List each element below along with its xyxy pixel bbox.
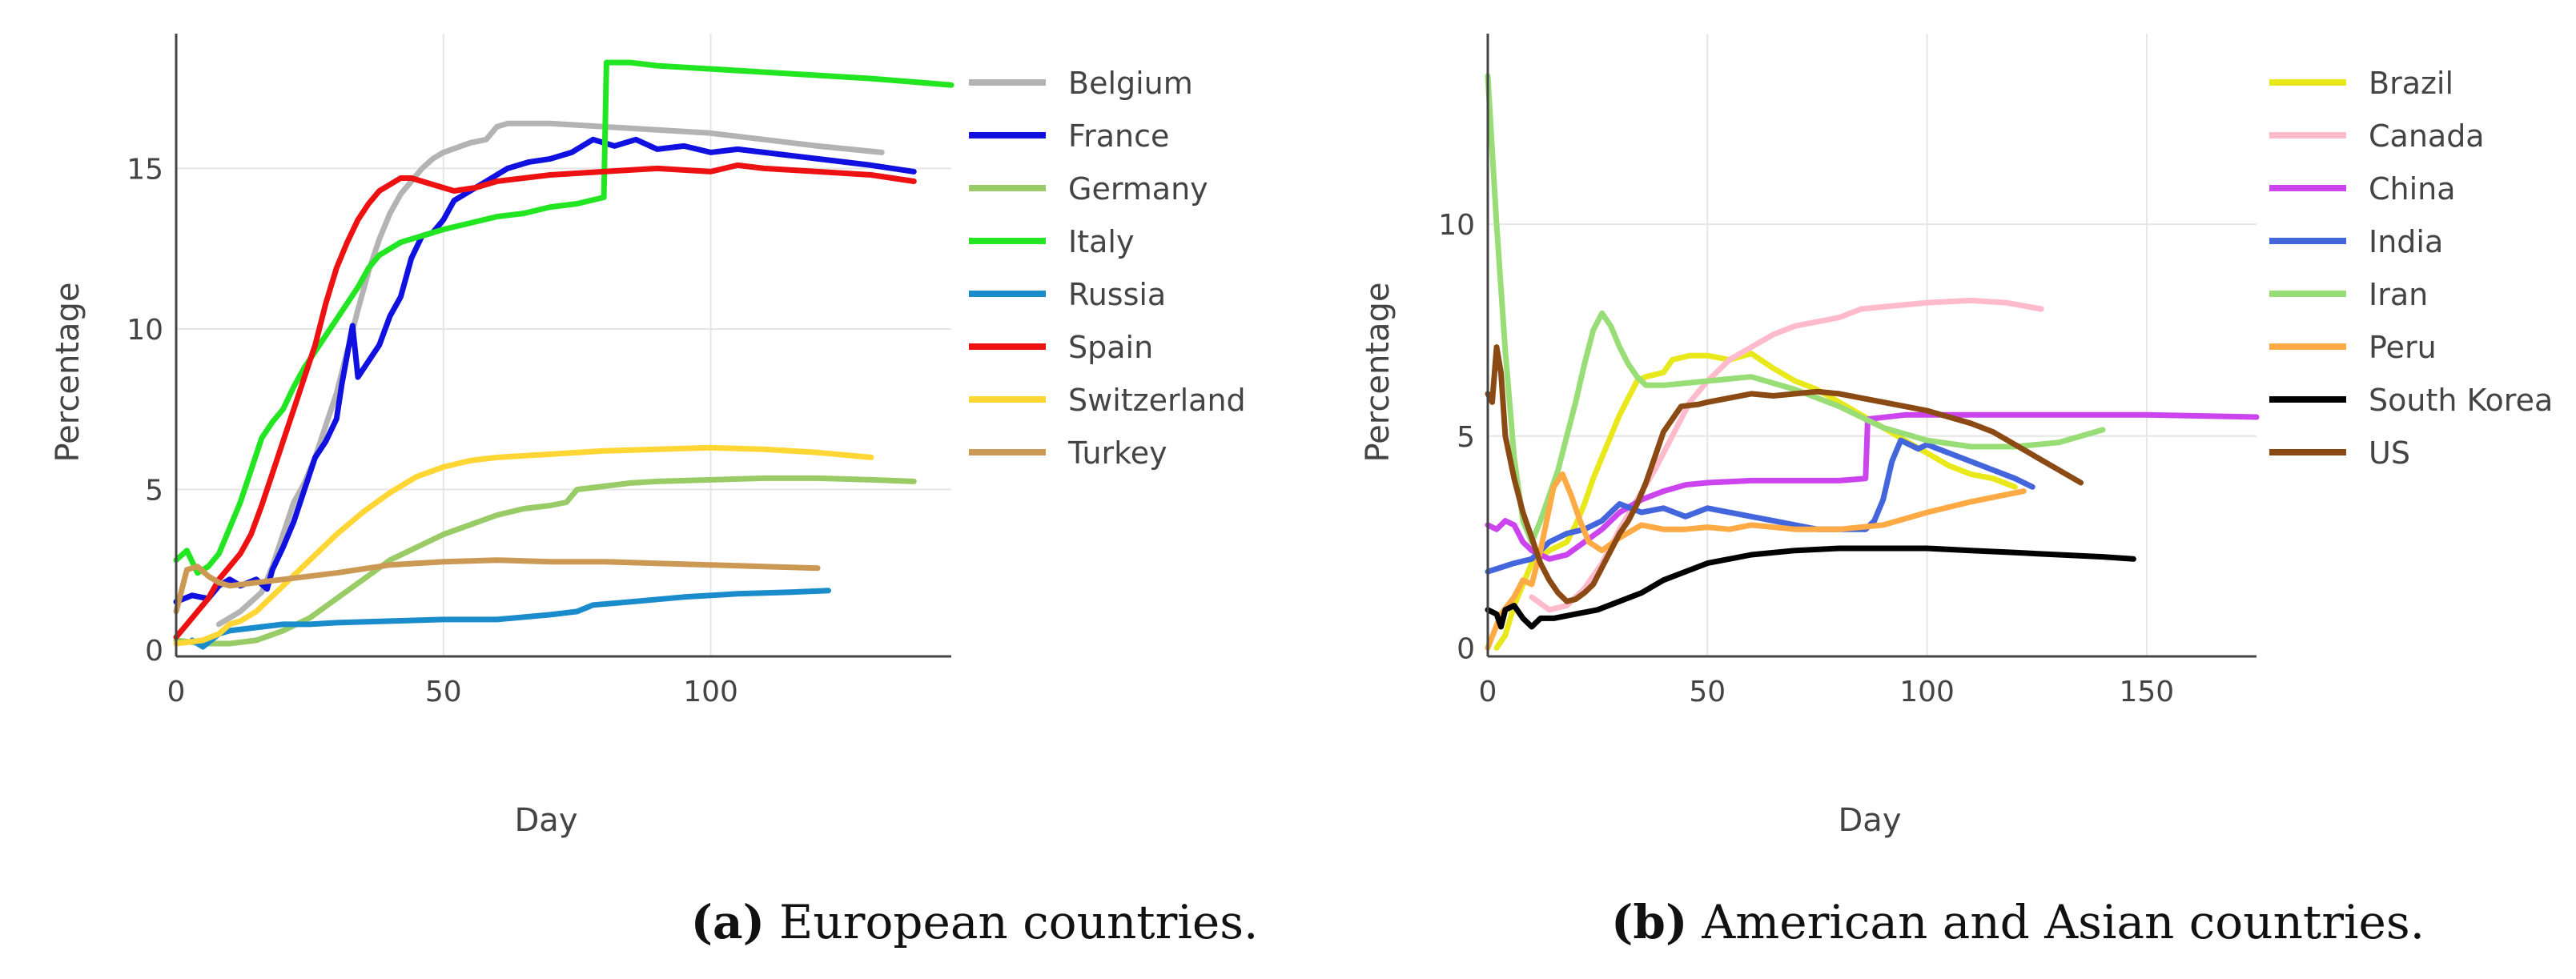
panel-b-caption-text: American and Asian countries. <box>1701 895 2425 949</box>
panel-b-y-axis-title: Percentage <box>1360 282 1397 462</box>
panel-b-x-tick-label: 150 <box>2119 676 2174 708</box>
panel-a-x-axis-title: Day <box>515 802 578 839</box>
panel-b-caption-letter: (b) <box>1611 895 1687 949</box>
panel-b-legend-label-india: India <box>2369 224 2443 259</box>
panel-a-legend-label-france: France <box>1068 118 1169 154</box>
panel-b-legend: Brazil Canada China India Iran Peru South Kore… <box>2269 66 2553 471</box>
panel-b: 0 50 100 150 0 5 10 Brazil Canada China India Iran… <box>1360 34 2553 949</box>
panel-a-legend-label-italy: Italy <box>1068 224 1134 259</box>
panel-b-legend-label-us: US <box>2369 435 2410 471</box>
panel-a-legend-label-turkey: Turkey <box>1067 435 1167 471</box>
panel-b-series-south-korea-line <box>1485 545 2136 630</box>
panel-a-caption-letter: (a) <box>691 895 765 949</box>
panel-a-x-tick-label: 100 <box>683 676 738 708</box>
panel-a-legend-label-switzerland: Switzerland <box>1068 383 1246 418</box>
panel-b-series-india-line <box>1485 437 2035 575</box>
panel-a-legend-label-russia: Russia <box>1068 277 1166 312</box>
panel-a-series-germany-line <box>173 475 917 647</box>
panel-a-caption: (a) European countries. <box>691 895 1259 949</box>
panel-a-lines <box>173 59 954 650</box>
panel-a-legend: Belgium France Germany Italy Russia Spain Swit… <box>969 66 1246 471</box>
panel-a-series-switzerland-line <box>173 444 874 647</box>
panel-a-series-russia-line <box>189 588 831 650</box>
panel-b-series-canada-line <box>1529 297 2044 613</box>
panel-b-caption: (b) American and Asian countries. <box>1611 895 2425 949</box>
panel-b-legend-label-china: China <box>2369 171 2456 207</box>
panel-b-series-brazil-line <box>1493 351 2018 651</box>
panel-a-series-italy-line <box>173 59 954 576</box>
panel-b-x-axis-title: Day <box>1839 802 1902 839</box>
panel-a-y-tick-label: 15 <box>127 153 163 186</box>
panel-b-legend-label-south-korea: South Korea <box>2369 383 2553 418</box>
panel-a: 0 50 100 0 5 10 15 Belgium France Germany Italy Ru… <box>50 34 1258 949</box>
panel-a-series-france-line <box>173 136 917 605</box>
panel-a-legend-label-belgium: Belgium <box>1068 66 1193 101</box>
panel-a-axes: 0 50 100 0 5 10 15 <box>127 34 951 708</box>
panel-a-x-tick-label: 50 <box>425 676 462 708</box>
panel-a-caption-text: European countries. <box>779 895 1258 949</box>
panel-a-y-tick-label: 0 <box>145 635 163 668</box>
panel-b-y-tick-label: 5 <box>1457 421 1475 454</box>
panel-a-x-tick-label: 0 <box>167 676 186 708</box>
panel-a-y-tick-label: 5 <box>145 474 163 507</box>
panel-a-legend-label-germany: Germany <box>1068 171 1208 207</box>
panel-b-lines <box>1485 73 2260 651</box>
panel-b-x-tick-label: 100 <box>1899 676 1955 708</box>
panel-b-series-iran-line <box>1485 73 2106 545</box>
panel-b-x-tick-label: 0 <box>1479 676 1497 708</box>
panel-b-legend-label-peru: Peru <box>2369 330 2437 365</box>
panel-a-series-spain-line <box>173 162 917 640</box>
panel-a-y-axis-title: Percentage <box>50 282 86 462</box>
panel-b-legend-label-iran: Iran <box>2369 277 2428 312</box>
panel-b-legend-label-canada: Canada <box>2369 118 2485 154</box>
panel-b-grid <box>1488 34 2257 656</box>
panel-b-series-us-line <box>1485 344 2084 604</box>
panel-b-y-tick-label: 0 <box>1457 632 1475 665</box>
panel-b-y-tick-label: 10 <box>1438 209 1475 242</box>
panel-a-series-turkey-line <box>173 557 821 615</box>
panel-b-axes: 0 50 100 150 0 5 10 <box>1438 34 2257 708</box>
panel-a-y-tick-label: 10 <box>127 314 163 347</box>
panel-b-x-tick-label: 50 <box>1689 676 1726 708</box>
panel-a-legend-label-spain: Spain <box>1068 330 1153 365</box>
panel-b-legend-label-brazil: Brazil <box>2369 66 2453 101</box>
panel-b-series-china-line <box>1485 411 2260 562</box>
panel-b-series-peru-line <box>1485 471 2027 651</box>
